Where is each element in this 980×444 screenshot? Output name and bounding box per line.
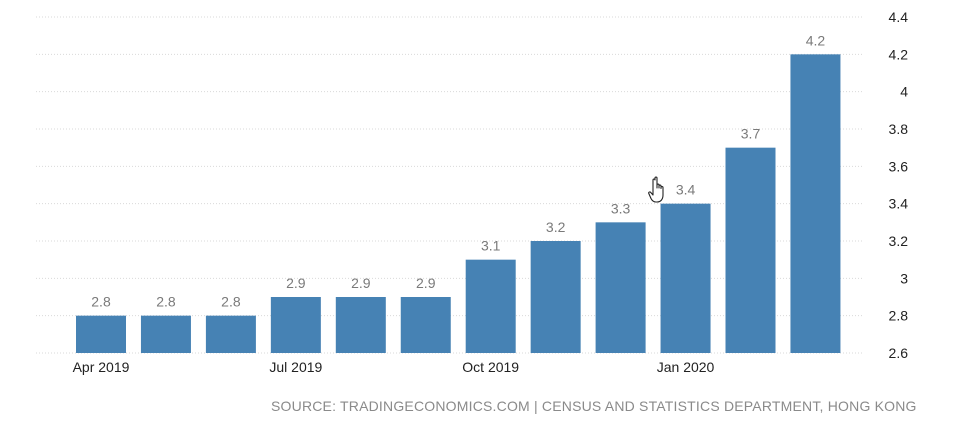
x-axis-ticks: Apr 2019 Jul 2019 Oct 2019 Jan 2020 <box>73 359 715 375</box>
y-axis-ticks: 2.6 2.8 3 3.2 3.4 3.6 3.8 4 4.2 4.4 <box>889 9 909 361</box>
y-tick-label: 2.8 <box>889 308 909 324</box>
data-label: 2.8 <box>156 294 176 310</box>
data-label: 3.4 <box>676 182 696 198</box>
data-label: 2.9 <box>416 275 436 291</box>
source-attribution: SOURCE: TRADINGECONOMICS.COM | CENSUS AN… <box>271 398 917 414</box>
data-label: 3.2 <box>546 219 566 235</box>
x-tick-label: Apr 2019 <box>73 359 130 375</box>
y-tick-label: 4.2 <box>889 46 909 62</box>
bar <box>205 315 256 353</box>
x-tick-label: Jan 2020 <box>657 359 715 375</box>
y-tick-label: 3 <box>900 270 908 286</box>
bar <box>725 147 776 353</box>
bar <box>530 241 581 353</box>
bar <box>76 315 126 353</box>
data-label: 2.9 <box>286 275 306 291</box>
y-tick-label: 3.6 <box>889 158 909 174</box>
x-tick-label: Jul 2019 <box>269 359 322 375</box>
data-label: 2.8 <box>91 294 111 310</box>
data-label: 2.8 <box>221 294 241 310</box>
bar <box>270 297 321 353</box>
data-label: 3.1 <box>481 238 501 254</box>
bar <box>335 297 386 353</box>
data-label: 3.7 <box>741 126 761 142</box>
bar <box>465 259 516 353</box>
y-tick-label: 3.2 <box>889 233 909 249</box>
data-label: 4.2 <box>806 32 826 48</box>
y-tick-label: 4 <box>900 84 908 100</box>
y-tick-label: 3.8 <box>889 121 909 137</box>
data-labels: 2.8 2.8 2.8 2.9 2.9 2.9 3.1 3.2 3.3 3.4 3.7 4.2 <box>91 32 825 309</box>
bar <box>790 54 841 353</box>
data-label: 2.9 <box>351 275 371 291</box>
bars <box>76 54 841 353</box>
y-tick-label: 3.4 <box>889 196 909 212</box>
y-tick-label: 2.6 <box>889 345 909 361</box>
x-tick-label: Oct 2019 <box>462 359 519 375</box>
data-label: 3.3 <box>611 200 631 216</box>
bar <box>400 297 451 353</box>
bar <box>595 222 646 353</box>
y-tick-label: 4.4 <box>889 9 909 25</box>
hand-pointer-icon <box>648 176 670 204</box>
bar <box>660 203 711 353</box>
bar <box>140 315 191 353</box>
